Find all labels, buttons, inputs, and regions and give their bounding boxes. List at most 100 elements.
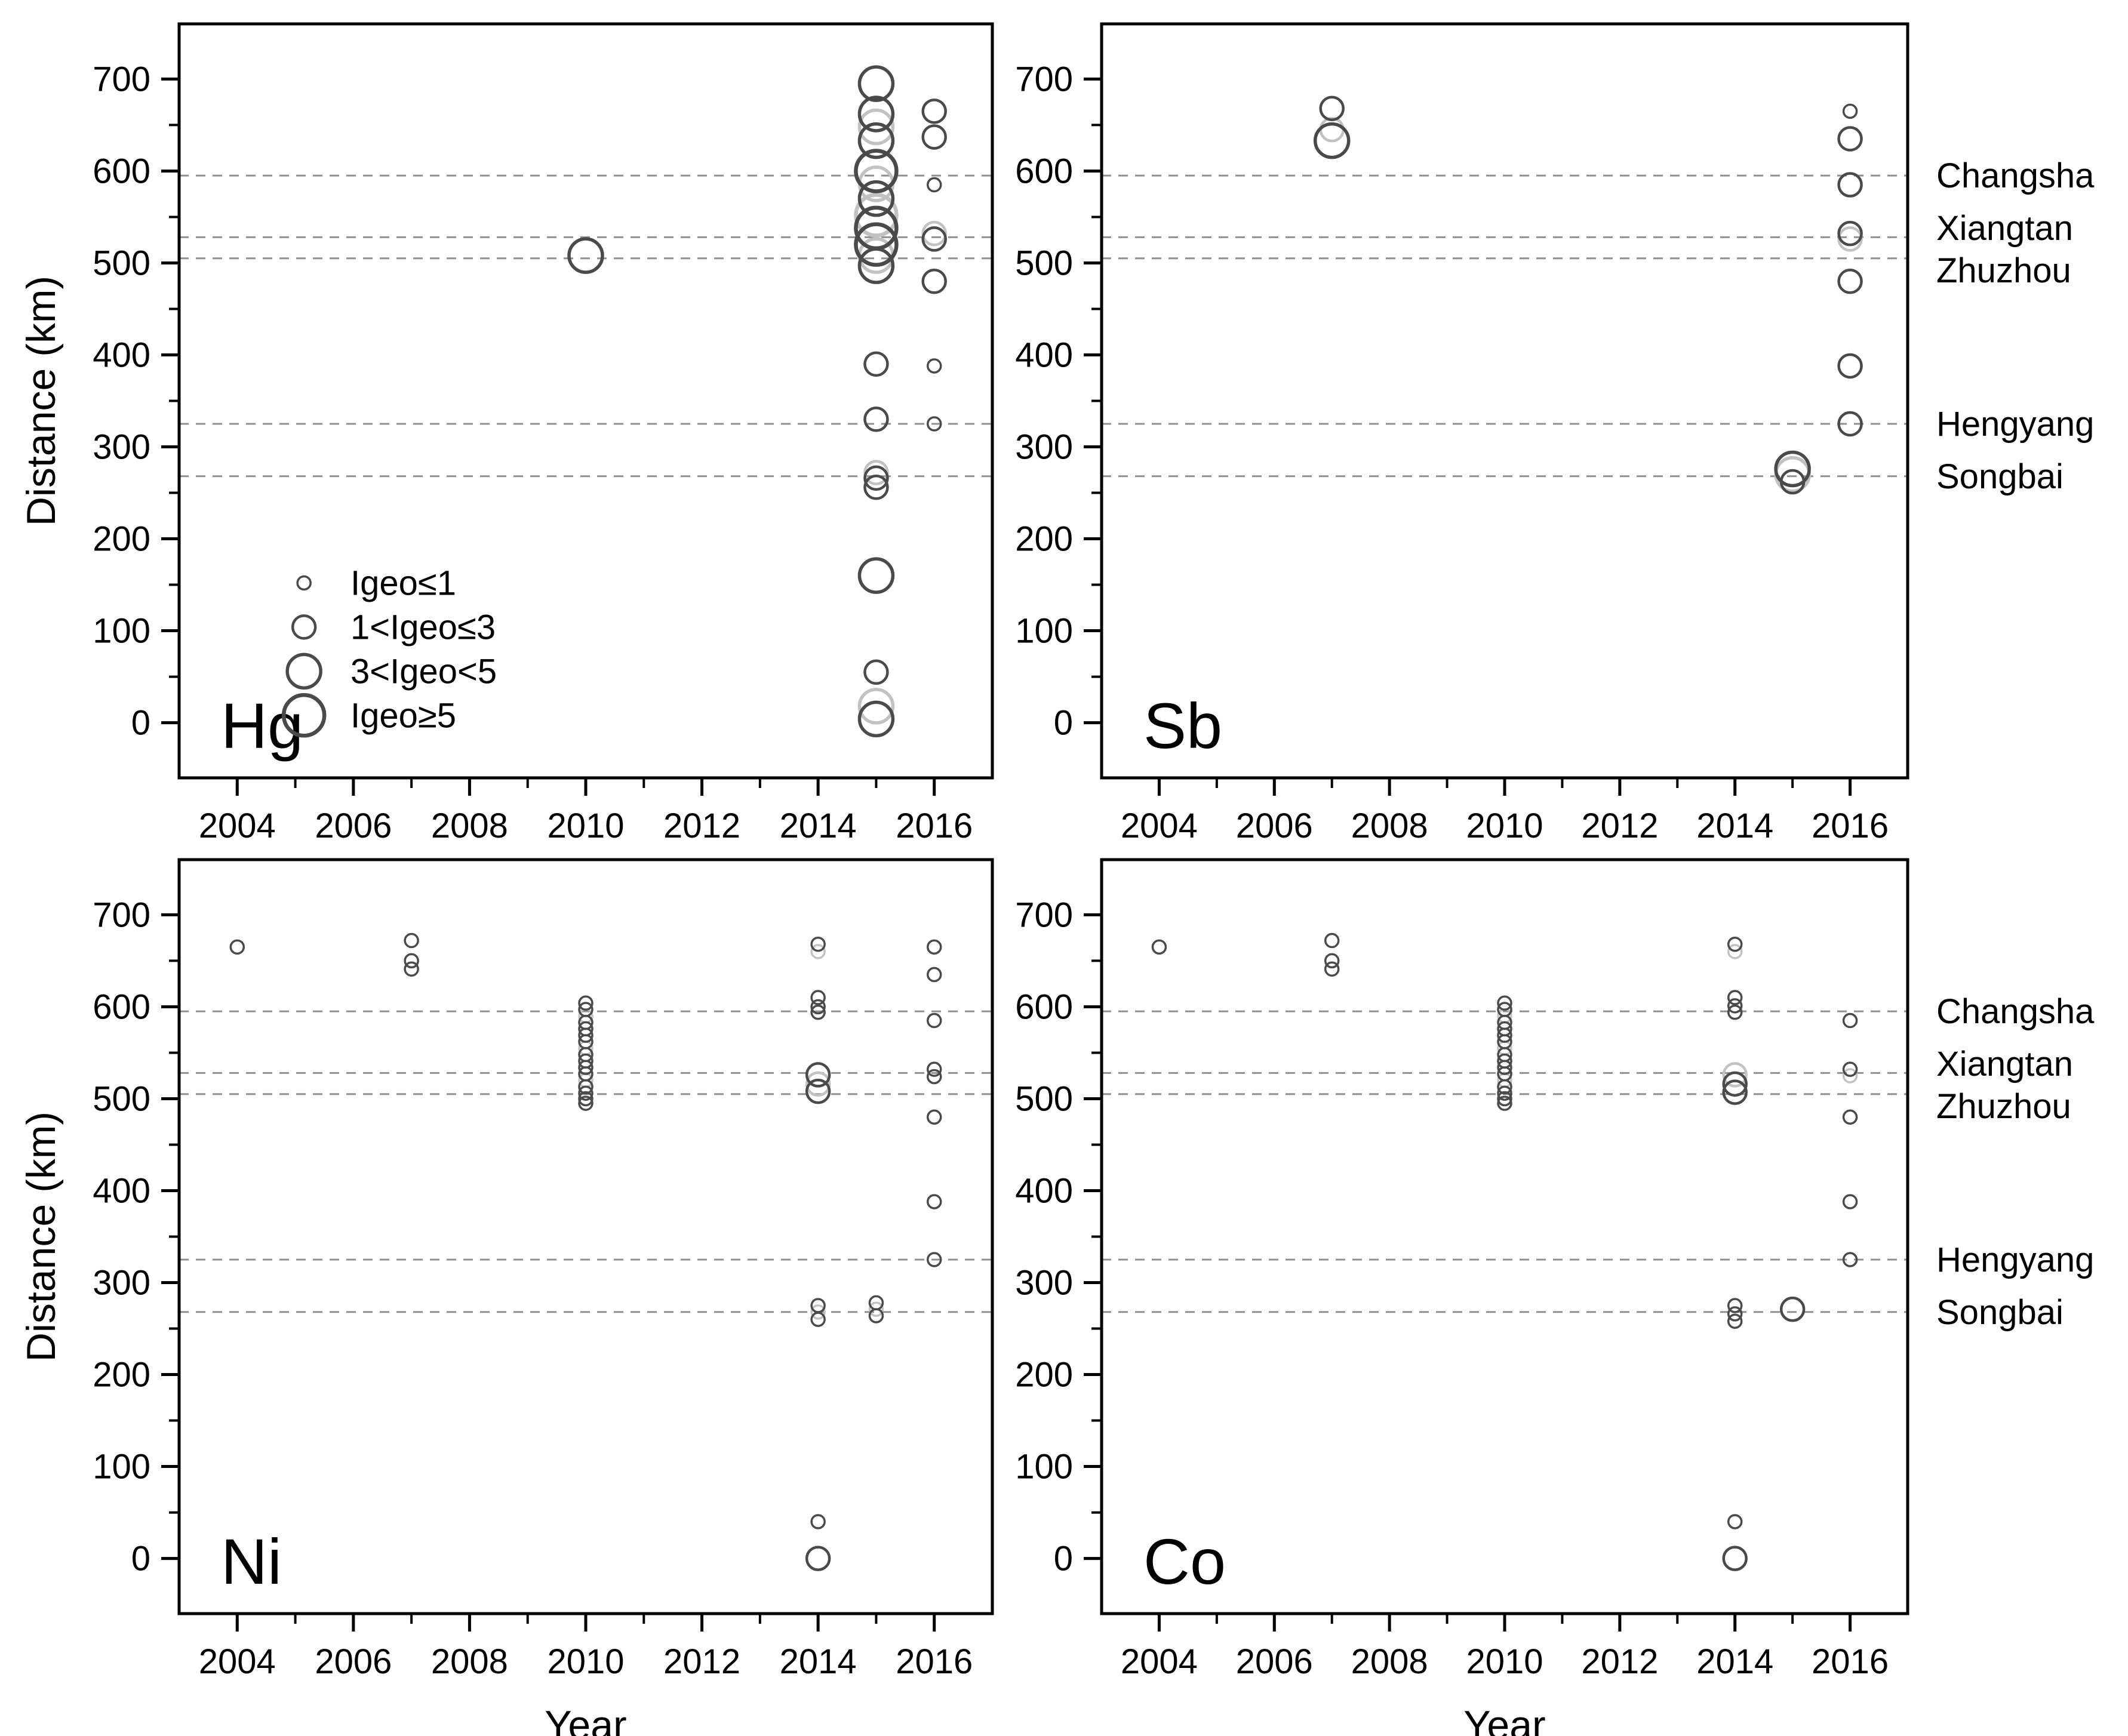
panel-Ni: 0 100 200 300 400 500 600 700 2004 2006 2008 2010 20… xyxy=(19,858,994,1736)
x-tick-label: 2014 xyxy=(780,807,857,845)
data-point xyxy=(854,193,899,238)
y-tick-label: 600 xyxy=(93,152,150,190)
data-point xyxy=(926,1252,942,1267)
data-point xyxy=(1837,126,1863,152)
x-axis-title: Year xyxy=(1463,1703,1545,1736)
y-tick-label: 200 xyxy=(93,520,150,559)
data-point xyxy=(578,1095,593,1111)
legend: Igeo≤1 1<Igeo≤3 3<Igeo<5 Igeo≥5 xyxy=(281,564,497,738)
y-tick-label: 0 xyxy=(131,704,150,743)
x-tick-label: 2010 xyxy=(547,807,624,845)
data-point xyxy=(1497,995,1512,1011)
data-point xyxy=(404,953,419,969)
data-point xyxy=(863,465,889,491)
data-point xyxy=(567,237,604,274)
y-tick-label: 200 xyxy=(1015,1356,1073,1395)
data-point xyxy=(926,967,942,983)
data-point xyxy=(1722,1062,1748,1088)
data-point xyxy=(857,557,895,594)
data-point xyxy=(1319,96,1345,121)
data-point xyxy=(1727,1306,1743,1322)
panel-Hg: 0 100 200 300 400 500 600 700 2004 2006 2008 2010 20… xyxy=(19,22,994,845)
y-axis-title: Distance (km) xyxy=(19,276,64,526)
data-point xyxy=(1837,220,1863,247)
x-tick-label: 2004 xyxy=(1121,807,1198,845)
data-point xyxy=(854,149,899,193)
data-point xyxy=(857,688,895,725)
data-point xyxy=(1497,1085,1512,1101)
y-tick-label: 700 xyxy=(93,895,150,934)
x-tick-label: 2012 xyxy=(663,1642,740,1681)
x-tick-label: 2006 xyxy=(315,807,392,845)
x-tick-label: 2006 xyxy=(1236,807,1313,845)
data-point xyxy=(857,247,895,284)
panel-element-label: Co xyxy=(1143,1525,1226,1598)
data-point xyxy=(810,999,826,1015)
data-point xyxy=(810,1004,826,1020)
x-tick-label: 2014 xyxy=(1696,1642,1773,1681)
data-point xyxy=(1842,1012,1858,1029)
y-tick-label: 0 xyxy=(131,1540,150,1578)
city-label-changsha: Changsha xyxy=(1936,156,2095,195)
y-tick-label: 400 xyxy=(1015,335,1073,374)
data-point xyxy=(926,358,942,374)
y-tick-label: 300 xyxy=(1015,1264,1073,1303)
data-point xyxy=(857,65,895,102)
data-point xyxy=(1497,1060,1512,1075)
data-point xyxy=(578,1060,593,1075)
data-point xyxy=(921,269,947,294)
data-point xyxy=(810,1304,826,1320)
data-point xyxy=(1497,1027,1512,1043)
data-point xyxy=(921,124,947,150)
data-point xyxy=(404,961,419,977)
city-label-zhuzhou: Zhuzhou xyxy=(1936,251,2071,290)
y-tick-label: 100 xyxy=(93,1448,150,1486)
data-point xyxy=(1837,353,1863,379)
data-point xyxy=(229,939,245,955)
data-point xyxy=(810,1514,826,1529)
legend-marker-icon xyxy=(285,652,322,690)
data-point xyxy=(1842,1109,1858,1125)
x-tick-label: 2014 xyxy=(780,1642,857,1681)
data-point xyxy=(1324,953,1340,969)
legend-label: 1<Igeo≤3 xyxy=(350,608,496,647)
data-point xyxy=(857,700,895,738)
data-point xyxy=(926,1061,942,1077)
data-point xyxy=(1842,1252,1858,1267)
data-point xyxy=(863,475,889,500)
data-point xyxy=(1497,1095,1512,1111)
x-tick-label: 2012 xyxy=(663,807,740,845)
data-point xyxy=(868,1301,884,1317)
y-tick-label: 600 xyxy=(1015,152,1073,190)
y-tick-label: 700 xyxy=(1015,895,1073,934)
data-point xyxy=(921,226,947,252)
data-point xyxy=(1151,939,1167,955)
y-tick-label: 400 xyxy=(1015,1171,1073,1210)
x-tick-label: 2016 xyxy=(1812,807,1889,845)
x-axis-title: Year xyxy=(545,1703,626,1736)
city-label-songbai: Songbai xyxy=(1936,1293,2064,1332)
data-point xyxy=(926,1012,942,1029)
data-point xyxy=(1837,172,1863,198)
data-point xyxy=(857,96,895,133)
city-label-zhuzhou: Zhuzhou xyxy=(1936,1087,2071,1126)
x-tick-label: 2008 xyxy=(431,1642,508,1681)
city-label-songbai: Songbai xyxy=(1936,457,2064,496)
city-label-hengyang: Hengyang xyxy=(1936,1241,2094,1279)
data-point xyxy=(805,1078,831,1104)
data-point xyxy=(578,995,593,1011)
data-point xyxy=(578,1091,593,1107)
data-point xyxy=(926,177,942,193)
y-tick-label: 400 xyxy=(93,335,150,374)
y-tick-label: 100 xyxy=(1015,612,1073,651)
data-point xyxy=(926,1194,942,1209)
data-point xyxy=(1497,1079,1512,1095)
data-point xyxy=(1727,1514,1743,1529)
data-point xyxy=(863,351,889,377)
y-tick-label: 0 xyxy=(1054,704,1073,743)
data-point xyxy=(1727,1004,1743,1020)
x-tick-label: 2004 xyxy=(199,1642,276,1681)
data-point xyxy=(1324,961,1340,977)
data-point xyxy=(1779,1296,1806,1322)
